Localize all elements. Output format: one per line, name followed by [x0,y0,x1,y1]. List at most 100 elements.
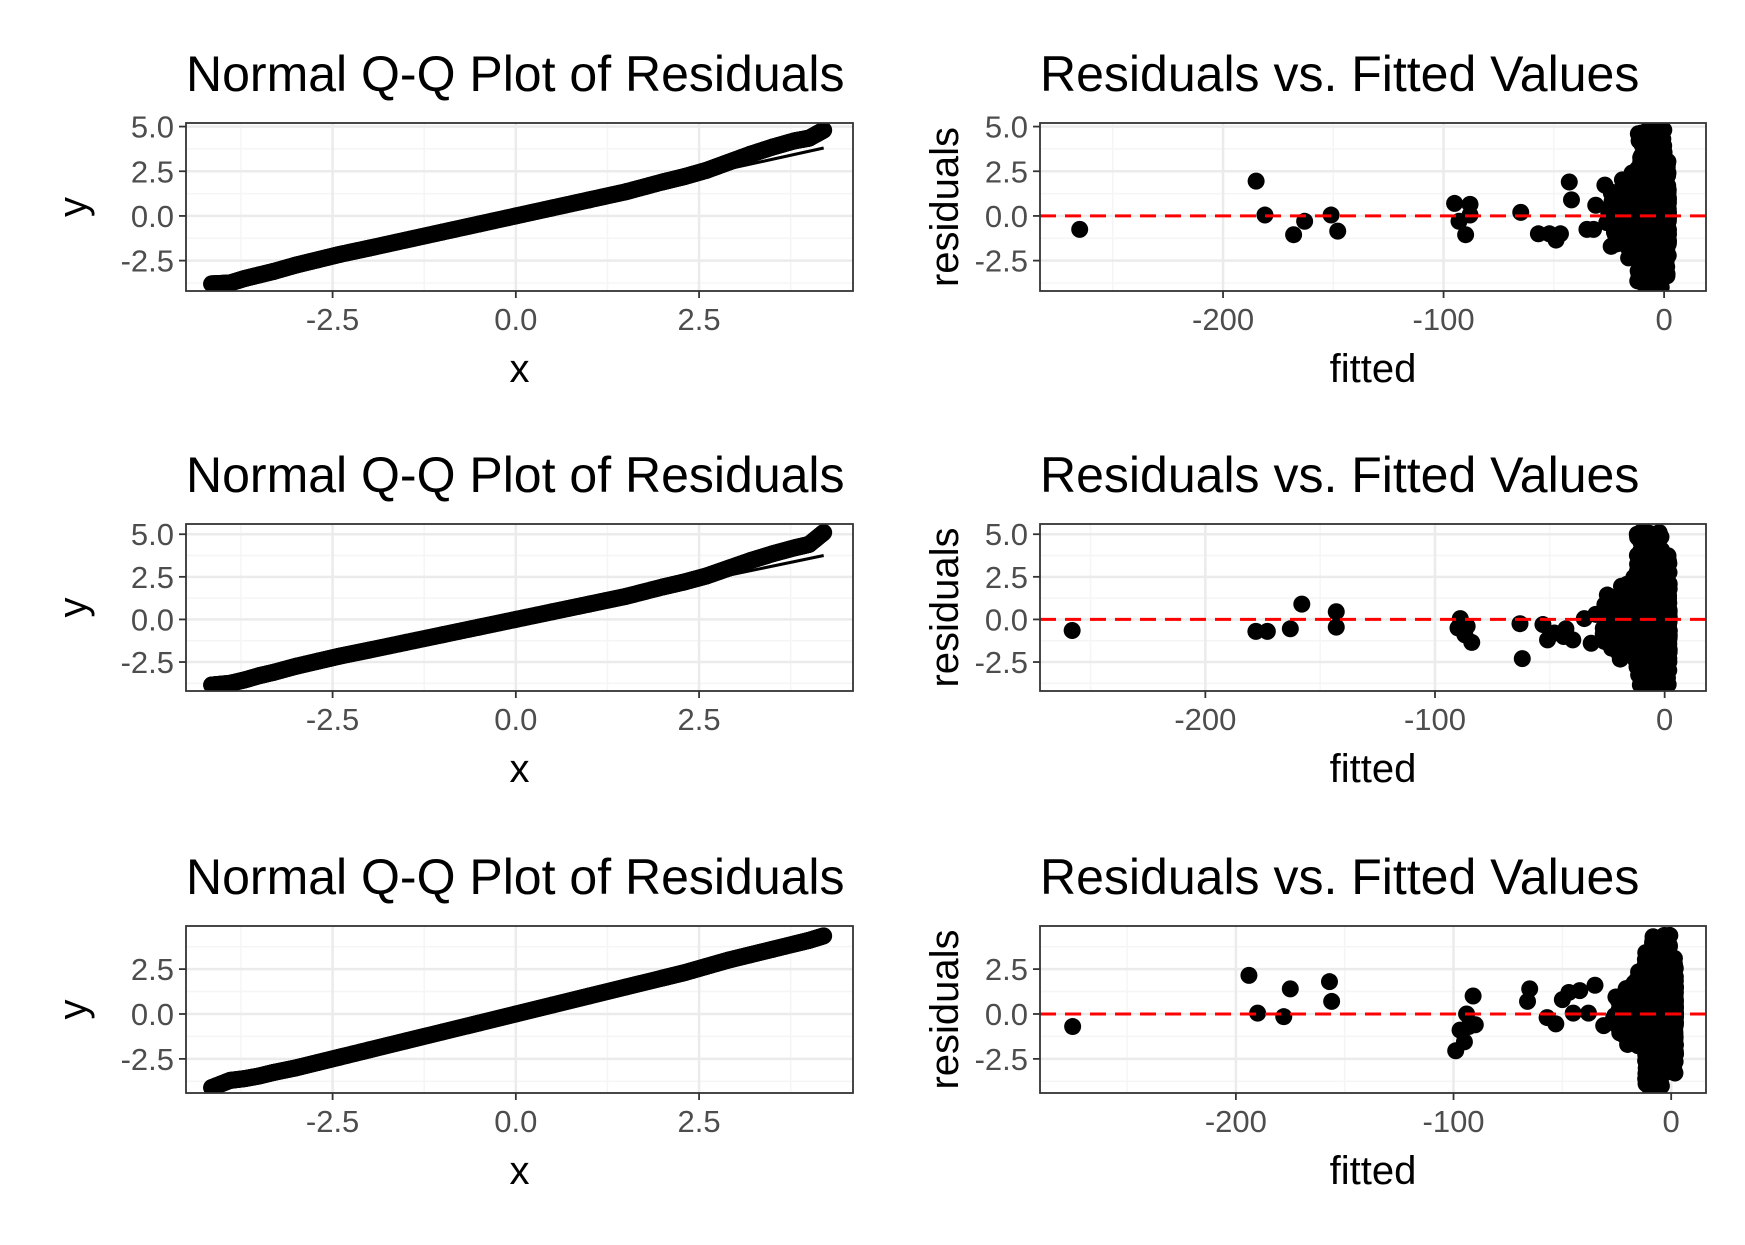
y-axis-title: residuals [923,527,967,687]
residual-point [1256,206,1274,224]
y-tick-label: -2.5 [975,645,1028,680]
residual-point [1652,541,1670,559]
residual-point [1651,209,1669,227]
x-axis-title: x [510,1149,530,1193]
panel-title: Normal Q-Q Plot of Residuals [186,849,845,905]
residual-point [1616,228,1634,246]
residual-point [1629,555,1647,573]
residual-point [1247,172,1265,190]
y-tick-label: 0.0 [131,199,174,234]
panel-border [1039,523,1707,692]
residual-point [1635,585,1653,603]
y-tick-label: 2.5 [131,952,174,987]
panel-background [1040,926,1706,1093]
residual-point [1648,620,1666,638]
x-axis-title: x [510,747,530,791]
residual-point [1063,622,1081,640]
panel-border [185,523,854,692]
residual-point [1322,206,1340,224]
residual-point [1293,595,1311,613]
x-tick-label: -2.5 [306,702,359,737]
x-tick-label: -100 [1413,302,1475,337]
x-tick-label: -200 [1192,302,1254,337]
residual-point [1258,622,1276,640]
residual-point [1648,580,1666,598]
qq-reference-line [211,935,825,1089]
x-tick-label: 2.5 [678,1104,721,1139]
qq-point [265,262,283,280]
y-axis-title: y [51,197,95,217]
y-tick-label: 0.0 [131,602,174,637]
residual-point [1631,676,1649,691]
panel-title: Residuals vs. Fitted Values [1040,46,1639,102]
x-axis-title: fitted [1330,747,1417,791]
y-tick-label: -2.5 [121,645,174,680]
residual-point [1638,147,1656,165]
residual-point [1560,173,1578,191]
y-tick-label: -2.5 [975,244,1028,279]
residual-point [1458,617,1476,635]
panel-title: Normal Q-Q Plot of Residuals [186,46,845,102]
qq-point [800,129,818,147]
residual-point [1655,123,1673,139]
y-axis-title: y [51,1000,95,1020]
panel-border [1039,122,1707,292]
x-tick-label: 0.0 [494,1104,537,1139]
y-tick-label: 0.0 [985,602,1028,637]
residual-point [1631,616,1649,634]
data-layer [1040,123,1706,291]
residual-point [1585,220,1603,238]
y-tick-label: -2.5 [121,244,174,279]
qq-point [741,145,759,163]
panel-title: Residuals vs. Fitted Values [1040,447,1639,503]
residual-point [1652,159,1670,177]
y-tick-label: 5.0 [985,110,1028,145]
x-tick-label: -200 [1174,702,1236,737]
x-tick-label: 2.5 [678,302,721,337]
qq-reference-line [211,146,825,284]
y-tick-label: 2.5 [131,154,174,189]
x-tick-label: -2.5 [306,302,359,337]
data-layer [203,927,833,1093]
data-layer [203,123,833,291]
x-tick-label: 0.0 [494,702,537,737]
residual-point [1512,203,1530,221]
qq-point [741,552,759,570]
x-tick-label: -2.5 [306,1104,359,1139]
residual-point [1639,543,1657,561]
qq-point [800,535,818,553]
y-tick-label: 2.5 [131,560,174,595]
residual-point [1463,633,1481,651]
panel-border [185,925,854,1094]
x-axis-title: fitted [1330,347,1417,391]
residual-point [1327,603,1345,621]
qq-point [785,539,803,557]
residual-point [1640,228,1658,246]
residual-point [1654,145,1672,163]
y-axis-title: y [51,598,95,618]
residual-point [1596,176,1614,194]
residual-point [1446,194,1464,212]
residual-point [1652,267,1670,285]
residual-point [1513,650,1531,668]
residual-point [1643,193,1661,211]
residual-point [1582,634,1600,652]
residual-point [1551,225,1569,243]
y-tick-label: 0.0 [131,997,174,1032]
residual-point [1587,196,1605,214]
residual-point [1648,653,1666,671]
x-tick-label: 0.0 [494,302,537,337]
qq-point [785,132,803,150]
y-tick-label: 2.5 [985,560,1028,595]
qq-point [763,138,781,156]
qq-point [719,559,737,577]
residual-point [1285,226,1303,244]
data-layer [1040,524,1706,691]
residual-point [1636,527,1654,545]
panel-title: Normal Q-Q Plot of Residuals [186,447,845,503]
